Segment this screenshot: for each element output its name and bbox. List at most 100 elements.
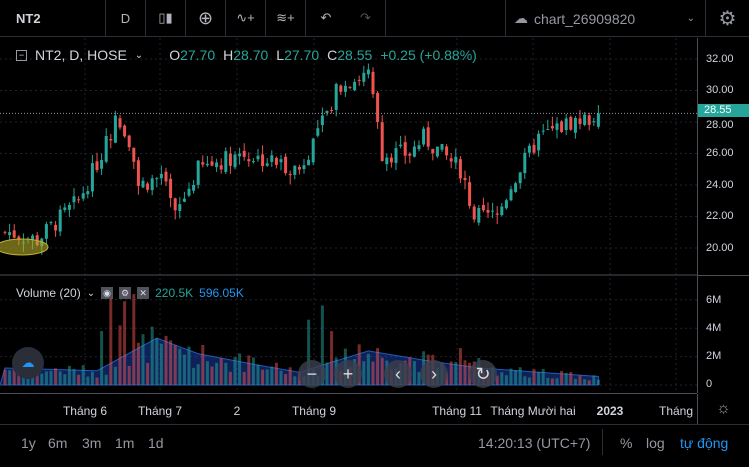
volume-bar <box>169 340 173 385</box>
candle-body <box>95 161 99 171</box>
volume-title[interactable]: Volume (20) <box>16 286 81 300</box>
candle-body <box>468 182 472 206</box>
volume-bar <box>63 374 67 385</box>
time-label: Tháng <box>658 404 694 418</box>
close-icon[interactable]: ✕ <box>137 287 150 299</box>
candle-body <box>325 110 329 113</box>
candle-body <box>242 150 246 157</box>
sun-icon[interactable]: ☼ <box>697 394 749 425</box>
collapse-icon[interactable]: − <box>16 49 27 61</box>
tradingview-logo-icon[interactable]: ☁ <box>12 347 44 379</box>
candle-body <box>182 198 186 202</box>
compare-icon[interactable]: ∿+ <box>226 0 266 37</box>
range-1d[interactable]: 1d <box>148 435 164 451</box>
reset-chart-button[interactable]: ↻ <box>469 360 497 388</box>
clock[interactable]: 14:20:13 (UTC+7) <box>478 435 591 451</box>
chart-canvas[interactable] <box>0 38 697 393</box>
candle-body <box>238 153 242 157</box>
volume-bar <box>12 369 16 385</box>
candle-body <box>136 160 140 186</box>
auto-scale-toggle[interactable]: tự động <box>680 435 729 451</box>
volume-value: 220.5K <box>155 286 194 300</box>
save-chart-button[interactable]: ☁ chart_26909820 ⌄ <box>505 0 705 37</box>
candle-body <box>481 204 485 211</box>
indicators-icon[interactable]: ≋+ <box>266 0 306 37</box>
candle-body <box>504 200 508 209</box>
volume-bar <box>500 372 504 385</box>
scroll-right-button[interactable]: › <box>420 360 448 388</box>
candle-body <box>569 116 573 130</box>
time-label: Tháng Mười hai <box>490 404 576 418</box>
time-label: Tháng 9 <box>291 404 337 418</box>
candle-body <box>412 146 416 157</box>
volume-bar <box>228 371 232 385</box>
volume-bar <box>564 373 568 385</box>
volume-bar <box>146 362 150 385</box>
price-axis[interactable]: 32.00 30.00 28.00 26.00 24.00 22.00 20.0… <box>697 38 749 393</box>
candle-body <box>362 72 366 82</box>
volume-bar <box>215 362 219 385</box>
volume-bar <box>201 345 205 385</box>
undo-icon[interactable]: ↶ <box>320 10 332 25</box>
volume-bar <box>155 338 159 385</box>
range-6m[interactable]: 6m <box>48 435 68 451</box>
symbol-search[interactable]: NT2 <box>0 0 106 37</box>
chevron-down-icon[interactable]: ⌄ <box>86 287 96 299</box>
add-indicator-icon[interactable]: ⊕ <box>186 0 226 37</box>
volume-bar <box>307 319 311 385</box>
candle-body <box>366 69 370 75</box>
interval-button[interactable]: D <box>106 0 146 37</box>
chevron-down-icon[interactable]: ⌄ <box>134 49 144 61</box>
candles-icon[interactable]: ▯▮ <box>146 0 186 37</box>
candle-body <box>311 138 315 163</box>
candle-body <box>454 156 458 163</box>
candle-body <box>127 135 131 148</box>
candle-body <box>256 155 260 160</box>
candle-body <box>339 85 343 92</box>
time-axis[interactable]: Tháng 6 Tháng 7 2 Tháng 9 Tháng 11 Tháng… <box>0 393 731 425</box>
volume-bar <box>293 376 297 385</box>
range-1y[interactable]: 1y <box>21 435 36 451</box>
eye-icon[interactable]: ◉ <box>101 287 114 299</box>
volume-bar <box>247 355 251 385</box>
range-1m[interactable]: 1m <box>115 435 135 451</box>
candle-body <box>3 231 7 233</box>
candle-body <box>261 154 265 167</box>
volume-bar <box>284 374 288 385</box>
ohlc-change: +0.25 (+0.88%) <box>380 47 477 63</box>
candle-body <box>67 204 71 210</box>
percent-toggle[interactable]: % <box>620 435 633 451</box>
volume-ma-value: 596.05K <box>199 286 244 300</box>
range-3m[interactable]: 3m <box>82 435 102 451</box>
candle-body <box>449 158 453 162</box>
log-toggle[interactable]: log <box>646 435 665 451</box>
volume-bar <box>150 326 154 385</box>
candle-body <box>330 110 334 112</box>
series-title[interactable]: NT2, D, HOSE <box>35 47 127 63</box>
candle-body <box>343 85 347 92</box>
candle-body <box>104 136 108 162</box>
candle-body <box>123 125 127 137</box>
scroll-left-button[interactable]: ‹ <box>384 360 412 388</box>
candle-body <box>58 209 62 232</box>
redo-icon[interactable]: ↷ <box>346 0 386 37</box>
volume-bar <box>270 366 274 385</box>
candle-body <box>288 174 292 176</box>
candle-body <box>541 130 545 132</box>
candle-body <box>196 160 200 185</box>
volume-label: 2M <box>706 350 722 362</box>
settings-icon[interactable]: ⚙ <box>119 287 132 299</box>
volume-bar <box>541 368 545 385</box>
volume-bar <box>90 371 94 385</box>
ohlc-low: L27.70 <box>276 47 320 63</box>
price-label: 20.00 <box>706 242 734 254</box>
volume-bar <box>104 374 108 385</box>
settings-gear-icon[interactable]: ⚙ <box>705 0 749 37</box>
candle-body <box>169 178 173 198</box>
volume-bar <box>569 372 573 385</box>
volume-bar <box>546 377 550 385</box>
zoom-out-button[interactable]: − <box>298 360 326 388</box>
volume-bar <box>81 365 85 385</box>
volume-bar <box>3 369 7 385</box>
zoom-in-button[interactable]: + <box>334 360 362 388</box>
